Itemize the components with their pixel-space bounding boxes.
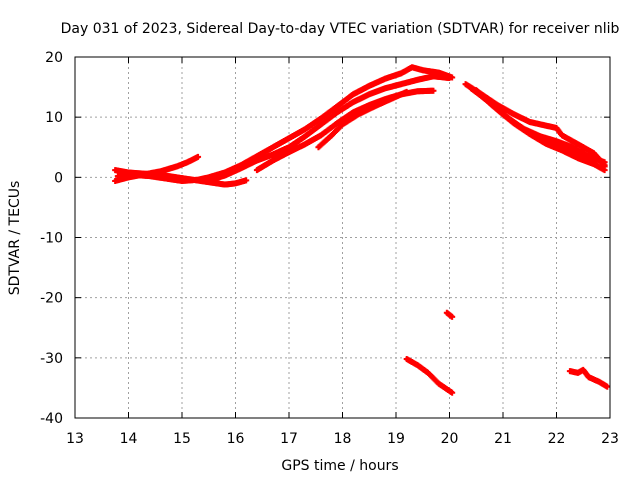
x-axis-label: GPS time / hours <box>281 458 398 474</box>
x-tick-label: 15 <box>173 431 191 447</box>
plot-area <box>112 64 611 396</box>
data-point <box>195 153 202 160</box>
x-tick-label: 14 <box>120 431 138 447</box>
y-tick-label: 10 <box>45 110 63 126</box>
y-axis-label: SDTVAR / TECUs <box>7 181 23 296</box>
series-segment-c <box>566 366 611 390</box>
y-tick-label: -20 <box>40 291 63 307</box>
series-segment-b <box>443 309 456 320</box>
x-tick-label: 16 <box>227 431 245 447</box>
x-tick-label: 13 <box>66 431 84 447</box>
data-point <box>449 313 456 320</box>
data-point <box>601 159 608 166</box>
x-tick-label: 22 <box>548 431 566 447</box>
y-tick-label: -40 <box>40 411 63 427</box>
data-point <box>449 389 456 396</box>
series-segment-a <box>403 356 456 396</box>
data-point <box>430 87 437 94</box>
series-track-6 <box>315 88 410 151</box>
series-track-4 <box>205 73 453 184</box>
grid <box>75 57 610 418</box>
data-point <box>601 167 608 174</box>
data-point <box>446 75 453 82</box>
x-tick-label: 23 <box>601 431 619 447</box>
x-tick-labels: 13 14 15 16 17 18 19 20 21 22 23 <box>66 431 619 447</box>
y-tick-label: -10 <box>40 231 63 247</box>
x-tick-label: 19 <box>387 431 405 447</box>
chart-title: Day 031 of 2023, Sidereal Day-to-day VTE… <box>61 21 620 37</box>
x-tick-label: 17 <box>280 431 298 447</box>
y-tick-labels: -40 -30 -20 -10 0 10 20 <box>40 50 63 427</box>
x-tick-label: 20 <box>441 431 459 447</box>
data-point <box>604 383 611 390</box>
y-tick-label: 20 <box>45 50 63 66</box>
x-tick-label: 18 <box>334 431 352 447</box>
series-track-10 <box>478 93 608 174</box>
data-point <box>403 88 410 95</box>
data-point <box>243 177 250 184</box>
plot-frame <box>74 56 611 419</box>
x-tick-label: 21 <box>494 431 512 447</box>
y-tick-label: -30 <box>40 351 63 367</box>
y-tick-label: 0 <box>54 170 63 186</box>
